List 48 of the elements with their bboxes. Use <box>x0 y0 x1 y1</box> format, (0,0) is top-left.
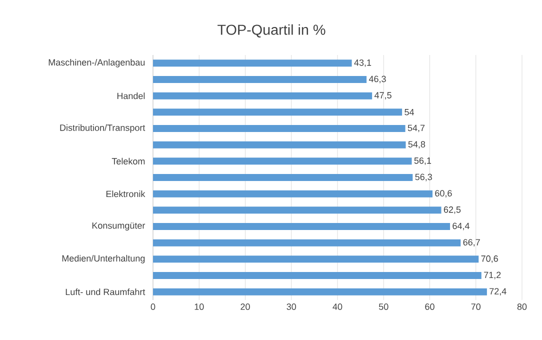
data-label: 46,3 <box>368 76 386 84</box>
bar <box>153 174 413 181</box>
data-label: 70,6 <box>481 255 498 263</box>
y-tick-label: Luft- und Raumfahrt <box>66 288 146 296</box>
y-tick-label: Konsumgüter <box>92 222 146 231</box>
bar <box>153 239 461 246</box>
y-tick-label: Telekom <box>112 158 145 164</box>
x-tick-label: 80 <box>517 304 527 310</box>
x-tick-label: 10 <box>194 304 204 310</box>
data-label: 54,8 <box>408 141 426 149</box>
y-tick-label: Handel <box>117 92 145 100</box>
data-label: 43,1 <box>354 59 372 67</box>
data-label: 56,1 <box>414 157 432 165</box>
data-label: 47,5 <box>374 92 392 100</box>
x-tick-label: 60 <box>425 304 434 310</box>
y-tick-label: Maschinen-/Anlagenbau <box>48 58 145 68</box>
data-label: 56,3 <box>415 174 432 182</box>
bar <box>153 108 402 116</box>
bar <box>153 124 406 132</box>
chart-title: TOP-Quartil in % <box>218 24 326 38</box>
data-label: 62,5 <box>444 206 461 214</box>
bar <box>153 92 372 100</box>
data-label: 64,4 <box>452 222 470 230</box>
data-label: 71,2 <box>484 272 501 280</box>
bar <box>153 190 433 198</box>
data-label: 72,4 <box>490 288 506 296</box>
bar <box>153 141 406 148</box>
bar <box>153 222 450 230</box>
bar <box>153 76 367 83</box>
bar <box>153 272 482 279</box>
data-label: 54,7 <box>408 124 425 132</box>
data-label: 66,7 <box>463 239 480 247</box>
data-label: 60,6 <box>435 190 452 198</box>
x-tick-label: 0 <box>150 304 156 310</box>
y-tick-label: Medien/Unterhaltung <box>62 254 145 264</box>
y-tick-label: Elektronik <box>106 190 146 198</box>
bar <box>153 158 412 165</box>
bar <box>153 60 352 67</box>
x-tick-label: 40 <box>332 304 342 310</box>
bar <box>153 206 442 214</box>
x-tick-label: 30 <box>286 304 296 310</box>
x-tick-label: 70 <box>471 304 481 310</box>
bar <box>153 256 479 263</box>
y-tick-label: Distribution/Transport <box>60 124 146 133</box>
data-label: 54 <box>404 109 414 116</box>
x-tick-label: 50 <box>378 304 388 310</box>
bar <box>153 288 487 296</box>
x-tick-label: 20 <box>240 304 250 310</box>
